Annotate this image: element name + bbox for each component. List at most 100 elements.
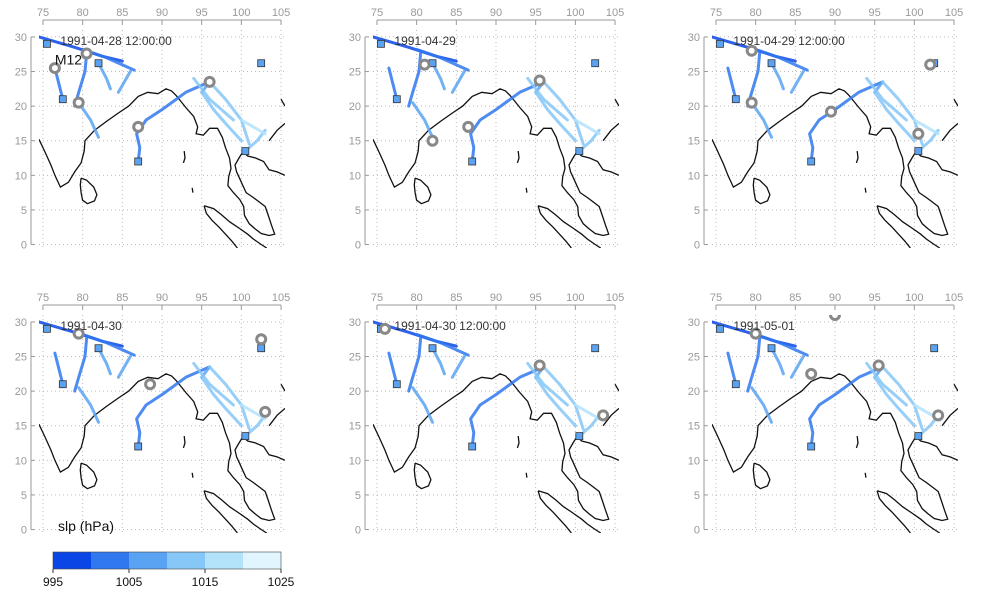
coastline	[752, 462, 771, 490]
trajectory-segment	[726, 66, 738, 101]
position-marker	[932, 409, 945, 422]
trajectory-start-marker	[241, 432, 250, 441]
lon-tick-label: 80	[77, 292, 89, 304]
lon-tick-label: 90	[156, 292, 168, 304]
coastline	[602, 122, 619, 142]
trajectory-segment	[808, 365, 885, 448]
coastline	[537, 490, 602, 533]
legend-title: slp (hPa)	[58, 518, 114, 534]
position-marker	[426, 134, 439, 147]
position-marker	[259, 405, 272, 418]
trajectory-segment	[526, 76, 569, 122]
lon-tick-label: 105	[272, 292, 290, 304]
lat-tick-label: 0	[21, 240, 27, 252]
map-panel: 75 80 85 90 95 100 105 0 5 10 15 20 25 30 1991-04-29 1…	[688, 7, 963, 252]
lon-tick-label: 75	[37, 292, 49, 304]
position-marker	[255, 333, 268, 346]
trajectory-segment	[754, 332, 809, 357]
panel-timestamp: 1991-04-29	[394, 34, 456, 48]
trajectory-segment	[750, 386, 773, 424]
coastline	[413, 462, 432, 490]
lat-tick-label: 15	[688, 136, 700, 148]
coastline	[614, 383, 619, 392]
legend-tick-label: 1025	[268, 575, 295, 589]
trajectory-start-marker	[43, 39, 51, 48]
trajectory-segment	[865, 361, 908, 407]
lat-tick-label: 30	[688, 317, 700, 329]
trajectory-segment	[387, 66, 399, 101]
coastline	[525, 472, 528, 478]
trajectory-segment	[573, 118, 601, 136]
trajectory-segment	[542, 80, 585, 146]
lon-tick-label: 95	[196, 7, 208, 19]
lon-tick-label: 105	[606, 7, 624, 19]
lon-tick-label: 80	[77, 7, 89, 19]
trajectory-start-marker	[575, 147, 584, 156]
lat-tick-label: 20	[15, 101, 27, 113]
lat-tick-label: 10	[349, 455, 361, 467]
lon-tick-label: 85	[789, 7, 801, 19]
trajectory-segment	[239, 118, 267, 136]
trajectory-start-marker	[807, 442, 816, 451]
lon-tick-label: 80	[411, 292, 423, 304]
coastline	[280, 383, 285, 392]
lat-tick-label: 0	[355, 240, 361, 252]
coastline	[537, 490, 572, 533]
position-marker	[132, 120, 145, 133]
trajectory-segment	[873, 90, 916, 143]
trajectory-segment	[407, 52, 423, 108]
trajectory-segment	[200, 375, 243, 428]
position-marker	[533, 359, 546, 372]
coastline	[941, 407, 958, 427]
lat-tick-label: 10	[349, 170, 361, 182]
trajectory-start-marker	[392, 95, 401, 104]
trajectory-segment	[208, 80, 251, 146]
coastline	[855, 151, 859, 164]
lat-tick-label: 10	[688, 455, 700, 467]
lat-tick-label: 5	[355, 205, 361, 217]
coastline	[752, 177, 771, 205]
trajectory-segment	[192, 361, 235, 407]
lat-tick-label: 20	[349, 386, 361, 398]
trajectory-segment	[808, 80, 885, 163]
trajectory-segment	[116, 355, 132, 379]
lon-tick-label: 75	[710, 292, 722, 304]
trajectory-segment	[97, 346, 112, 376]
trajectory-start-marker	[807, 157, 816, 166]
trajectory-segment	[431, 346, 446, 376]
lon-tick-label: 100	[566, 292, 584, 304]
trajectory-segment	[387, 351, 399, 386]
lon-tick-label: 75	[371, 7, 383, 19]
lon-tick-label: 95	[869, 292, 881, 304]
lat-tick-label: 30	[349, 317, 361, 329]
lat-tick-label: 5	[21, 490, 27, 502]
coastline	[191, 472, 194, 478]
lon-tick-label: 85	[116, 292, 128, 304]
position-marker	[829, 315, 841, 321]
trajectory-start-marker	[377, 39, 385, 48]
trajectory-segment	[450, 355, 466, 379]
position-marker	[749, 327, 762, 340]
trajectory-segment	[746, 337, 762, 393]
coastline	[203, 205, 268, 248]
coastline	[516, 151, 520, 164]
legend-swatch	[53, 552, 91, 569]
lat-tick-label: 25	[688, 67, 700, 79]
lat-tick-label: 15	[349, 421, 361, 433]
lat-tick-label: 0	[21, 525, 27, 537]
trajectory-start-marker	[767, 59, 776, 68]
trajectory-segment	[200, 90, 243, 143]
trajectory-start-marker	[468, 157, 477, 166]
lat-tick-label: 0	[694, 240, 700, 252]
lon-tick-label: 100	[905, 292, 923, 304]
trajectory-start-marker	[43, 324, 51, 333]
lat-tick-label: 15	[15, 421, 27, 433]
position-marker	[418, 58, 431, 71]
coastline	[79, 177, 98, 205]
trajectory-segment	[873, 375, 916, 428]
panel-timestamp: 1991-04-30 12:00:00	[394, 319, 506, 333]
coastline	[953, 383, 958, 392]
trajectory-start-marker	[767, 344, 776, 353]
trajectory-start-marker	[94, 344, 103, 353]
map-panel: 75 80 85 90 95 100 105 0 5 10 15 20 25 30 1991-05-01	[688, 292, 963, 537]
